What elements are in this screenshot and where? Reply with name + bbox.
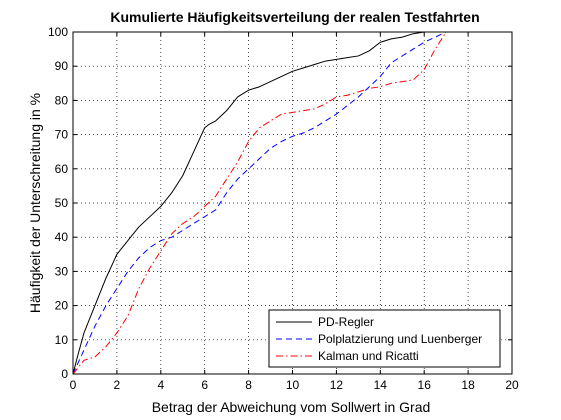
- series-line-polplatzierung-und-luenberger: [72, 31, 447, 375]
- y-tick-label: 50: [55, 196, 69, 210]
- y-tick-label: 0: [61, 367, 68, 381]
- y-tick-label: 80: [55, 93, 69, 107]
- x-tick-label: 2: [114, 378, 121, 392]
- x-tick-label: 4: [157, 378, 164, 392]
- x-tick-label: 12: [330, 378, 344, 392]
- y-tick-label: 40: [55, 230, 69, 244]
- x-tick-label: 10: [286, 378, 300, 392]
- y-tick-label: 60: [55, 162, 69, 176]
- legend-label-kalman: Kalman und Ricatti: [318, 349, 419, 363]
- legend-entry-pd-regler: PD-Regler: [276, 315, 374, 329]
- chart-title: Kumulierte Häufigkeitsverteilung der rea…: [110, 9, 479, 25]
- series-line-pd-regler: [72, 31, 425, 375]
- y-tick-label: 30: [55, 264, 69, 278]
- x-tick-label: 18: [461, 378, 475, 392]
- x-tick-label: 14: [374, 378, 388, 392]
- tick-labels: 0 2 4 6 8 10 12 14 16 18 20 0 10 20 30 40 50 60 70 80 90 100: [48, 25, 519, 392]
- y-tick-label: 90: [55, 59, 69, 73]
- series-layer: [72, 31, 447, 375]
- x-tick-label: 0: [70, 378, 77, 392]
- legend-entry-polplatzierung: Polplatzierung und Luenberger: [276, 332, 482, 346]
- x-axis-label: Betrag der Abweichung vom Sollwert in Gr…: [152, 399, 431, 415]
- y-axis-label: Häufigkeit der Unterschreitung in %: [27, 93, 43, 313]
- x-tick-label: 8: [245, 378, 252, 392]
- legend-entry-kalman: Kalman und Ricatti: [276, 349, 419, 363]
- series-line-kalman-und-ricatti: [72, 31, 447, 375]
- y-tick-label: 100: [48, 25, 68, 39]
- legend-label-polplatzierung: Polplatzierung und Luenberger: [318, 332, 482, 346]
- legend-box: [268, 309, 501, 368]
- y-tick-label: 70: [55, 128, 69, 142]
- legend-label-pd-regler: PD-Regler: [318, 315, 374, 329]
- x-tick-label: 16: [418, 378, 432, 392]
- y-tick-label: 20: [55, 299, 69, 313]
- y-tick-label: 10: [55, 333, 69, 347]
- legend: PD-Regler Polplatzierung und Luenberger …: [268, 309, 501, 368]
- x-tick-label: 20: [505, 378, 519, 392]
- ticks: [72, 31, 513, 375]
- x-tick-label: 6: [201, 378, 208, 392]
